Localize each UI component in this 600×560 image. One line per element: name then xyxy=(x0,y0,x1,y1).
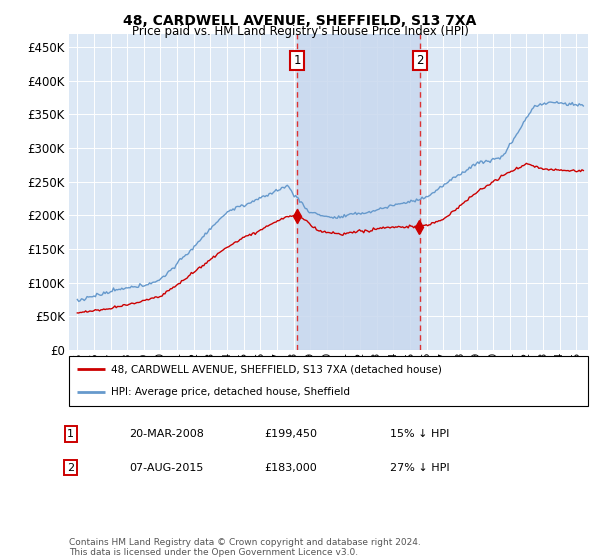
Text: Price paid vs. HM Land Registry's House Price Index (HPI): Price paid vs. HM Land Registry's House … xyxy=(131,25,469,38)
Text: HPI: Average price, detached house, Sheffield: HPI: Average price, detached house, Shef… xyxy=(110,388,350,398)
Text: 1: 1 xyxy=(293,54,301,67)
Text: 2: 2 xyxy=(67,463,74,473)
Text: 1: 1 xyxy=(67,429,74,439)
Text: 2: 2 xyxy=(416,54,424,67)
Text: 27% ↓ HPI: 27% ↓ HPI xyxy=(390,463,449,473)
Text: 48, CARDWELL AVENUE, SHEFFIELD, S13 7XA (detached house): 48, CARDWELL AVENUE, SHEFFIELD, S13 7XA … xyxy=(110,364,442,374)
Bar xyxy=(297,34,420,350)
Text: £199,450: £199,450 xyxy=(264,429,317,439)
Text: 07-AUG-2015: 07-AUG-2015 xyxy=(129,463,203,473)
Text: 15% ↓ HPI: 15% ↓ HPI xyxy=(390,429,449,439)
Text: 48, CARDWELL AVENUE, SHEFFIELD, S13 7XA: 48, CARDWELL AVENUE, SHEFFIELD, S13 7XA xyxy=(124,14,476,28)
FancyBboxPatch shape xyxy=(69,356,588,406)
Text: £183,000: £183,000 xyxy=(264,463,317,473)
Text: Contains HM Land Registry data © Crown copyright and database right 2024.
This d: Contains HM Land Registry data © Crown c… xyxy=(69,538,421,557)
Text: 20-MAR-2008: 20-MAR-2008 xyxy=(129,429,204,439)
